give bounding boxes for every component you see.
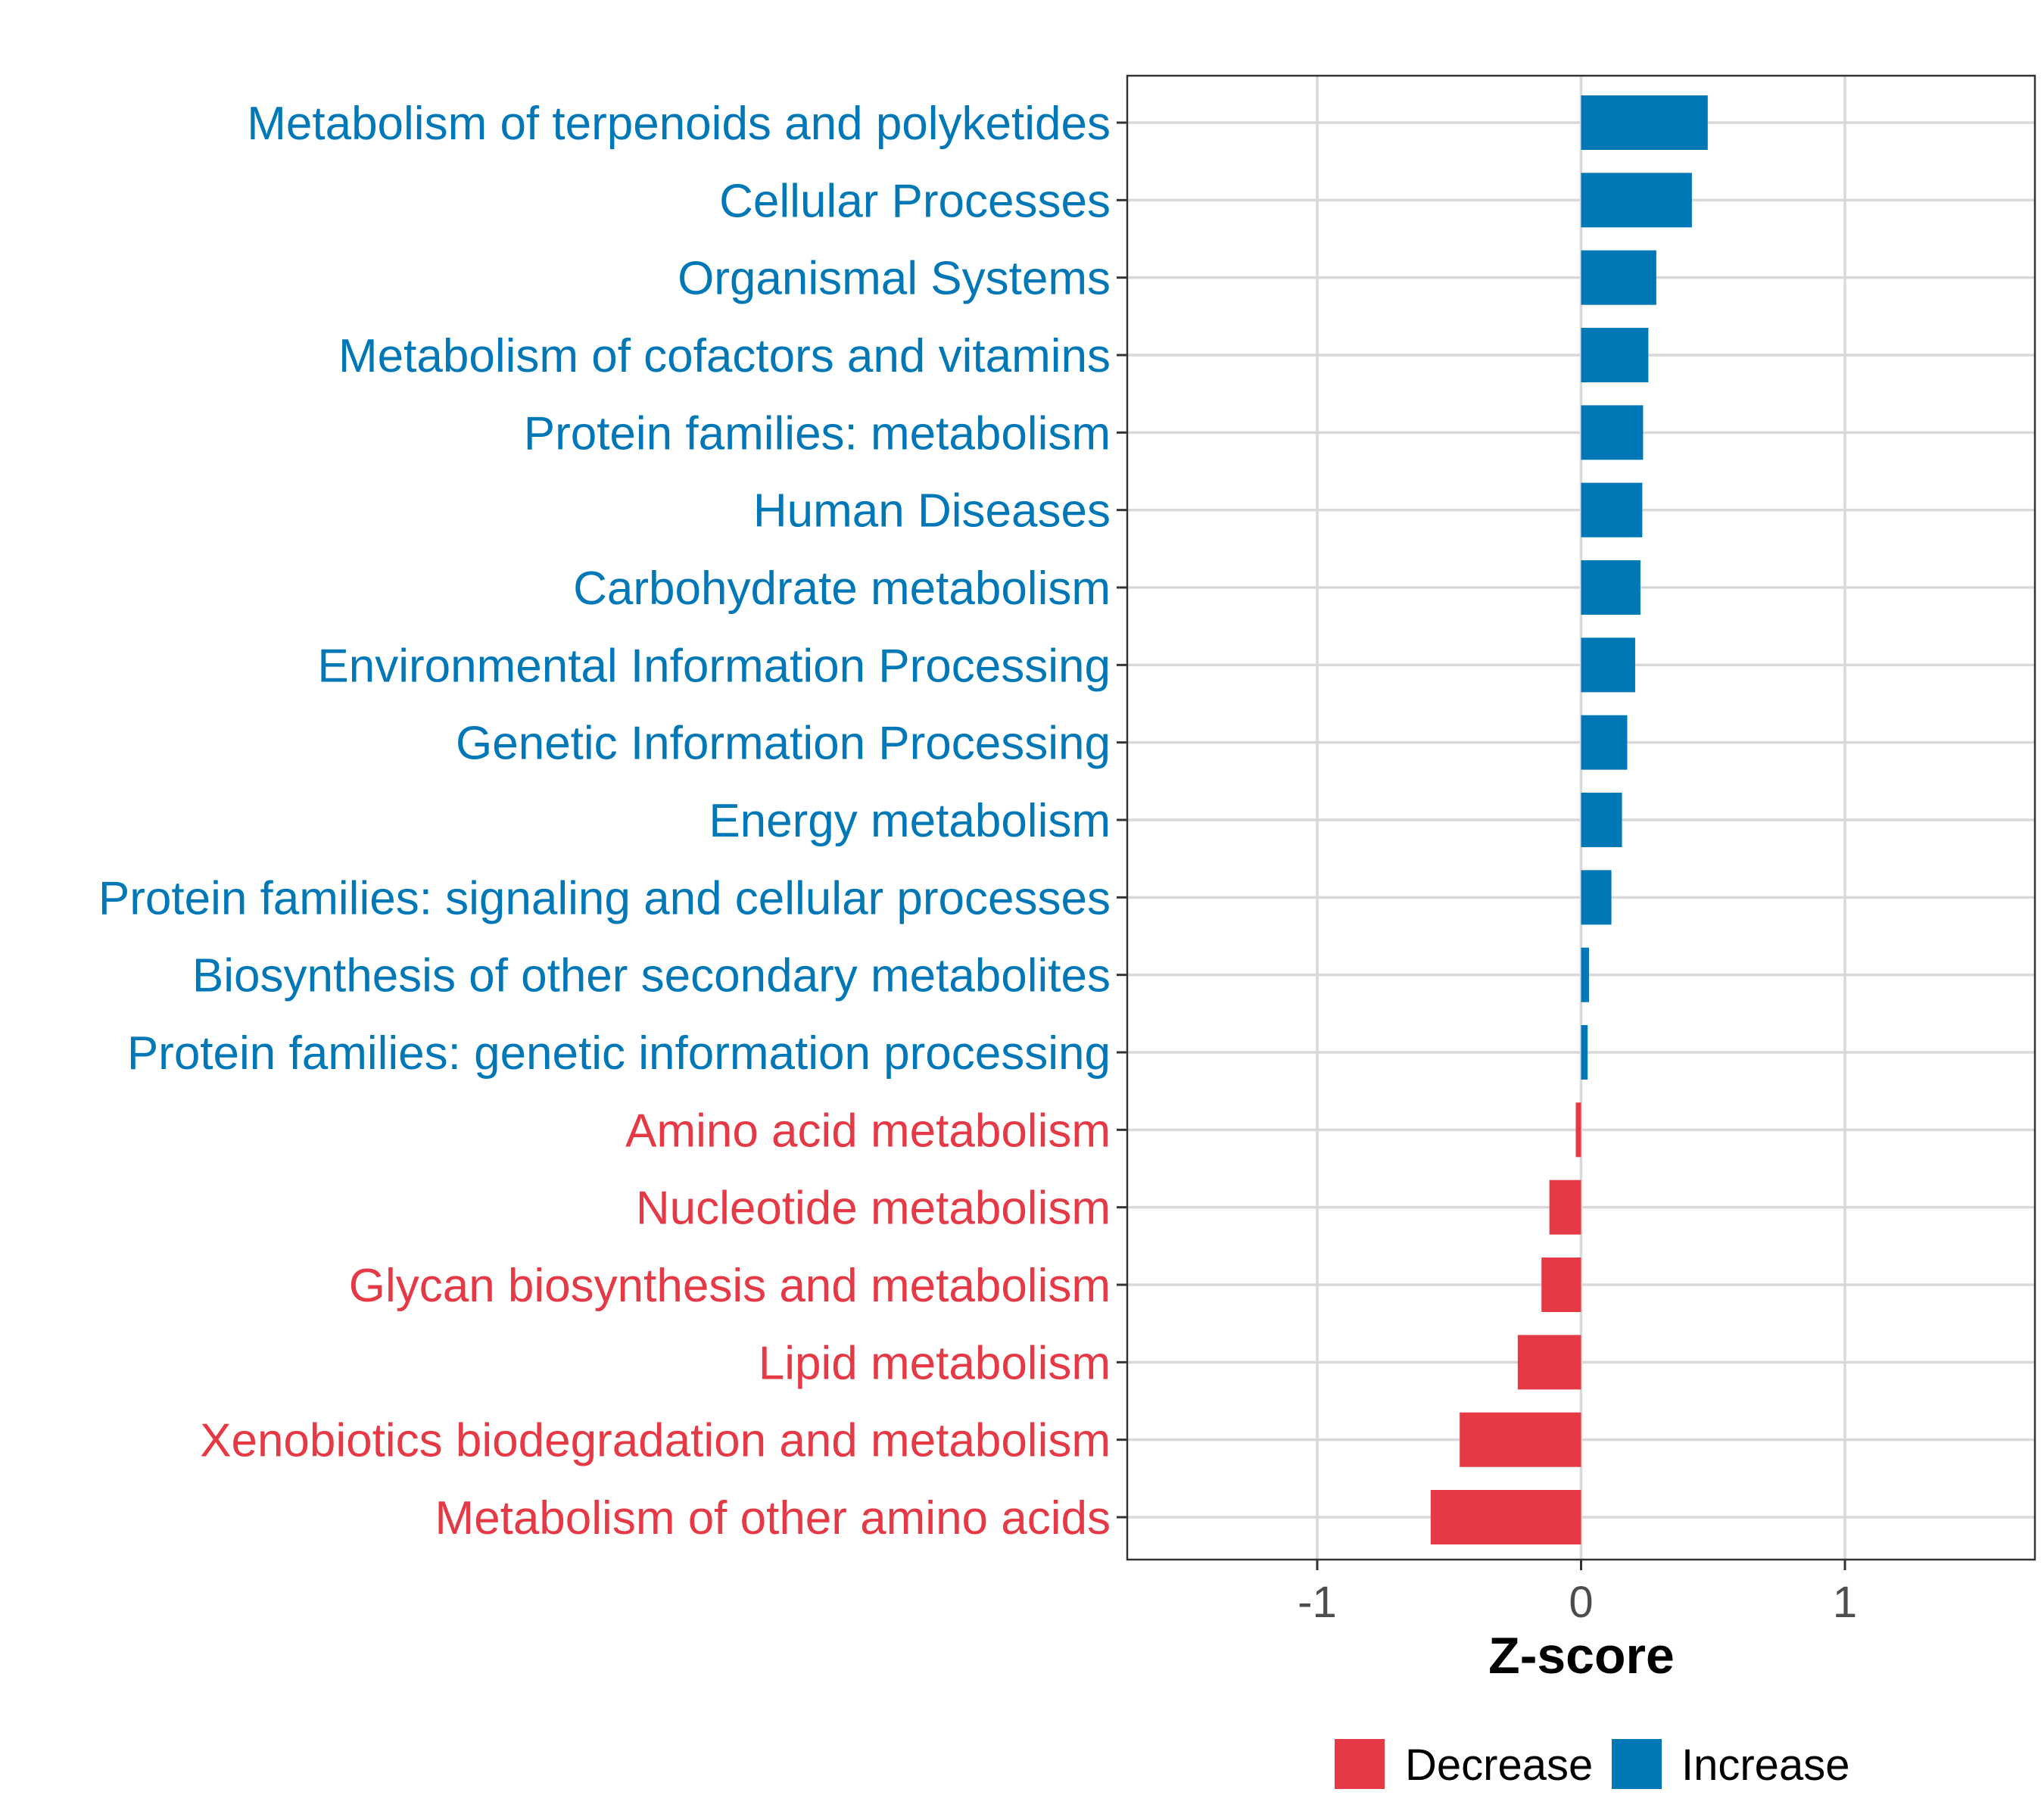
- category-label: Xenobiotics biodegradation and metabolis…: [200, 1415, 1111, 1467]
- category-label: Carbohydrate metabolism: [573, 563, 1111, 615]
- category-label: Lipid metabolism: [759, 1337, 1111, 1389]
- x-axis-title: Z-score: [1488, 1627, 1675, 1685]
- category-label: Cellular Processes: [719, 175, 1111, 227]
- bar-increase: [1581, 95, 1708, 150]
- y-axis-ticks: [1117, 121, 1127, 1519]
- category-label: Energy metabolism: [709, 795, 1111, 847]
- legend-swatch-decrease: [1335, 1739, 1385, 1789]
- x-tick-label: 0: [1569, 1578, 1593, 1627]
- bar-increase: [1581, 560, 1640, 615]
- y-axis-category-labels: Metabolism of terpenoids and polyketides…: [98, 98, 1111, 1544]
- bar-increase: [1581, 482, 1643, 538]
- category-label: Nucleotide metabolism: [636, 1183, 1111, 1235]
- x-tick-label: -1: [1298, 1578, 1337, 1627]
- bar-increase: [1581, 715, 1628, 770]
- bar-increase: [1581, 250, 1656, 305]
- x-tick-label: 1: [1833, 1578, 1857, 1627]
- category-label: Protein families: metabolism: [524, 407, 1111, 460]
- category-label: Organismal Systems: [678, 253, 1111, 305]
- legend-label-increase: Increase: [1681, 1741, 1849, 1790]
- category-label: Human Diseases: [753, 485, 1111, 538]
- category-label: Glycan biosynthesis and metabolism: [349, 1260, 1111, 1312]
- bar-decrease: [1549, 1180, 1581, 1235]
- legend-label-decrease: Decrease: [1405, 1741, 1593, 1790]
- bar-increase: [1581, 793, 1622, 847]
- x-axis-ticks: -1 0 1: [1298, 1560, 1857, 1627]
- category-label: Metabolism of terpenoids and polyketides: [247, 98, 1111, 150]
- category-label: Environmental Information Processing: [317, 640, 1111, 692]
- bar-increase: [1581, 173, 1692, 228]
- legend-swatch-increase: [1612, 1739, 1662, 1789]
- bar-increase: [1581, 1025, 1588, 1080]
- category-label: Biosynthesis of other secondary metaboli…: [192, 950, 1111, 1002]
- category-label: Metabolism of cofactors and vitamins: [338, 330, 1111, 382]
- bar-decrease: [1430, 1490, 1581, 1544]
- bar-decrease: [1541, 1258, 1581, 1312]
- bar-decrease: [1517, 1335, 1581, 1390]
- category-label: Genetic Information Processing: [456, 718, 1111, 770]
- bars: [1430, 95, 1708, 1544]
- category-label: Amino acid metabolism: [625, 1105, 1111, 1157]
- bar-increase: [1581, 328, 1649, 382]
- bar-decrease: [1575, 1102, 1581, 1158]
- bar-decrease: [1460, 1412, 1581, 1467]
- bar-increase: [1581, 870, 1612, 925]
- legend: Decrease Increase: [1335, 1739, 1849, 1790]
- category-label: Protein families: signaling and cellular…: [98, 872, 1111, 924]
- bar-increase: [1581, 405, 1644, 460]
- category-label: Metabolism of other amino acids: [435, 1492, 1111, 1544]
- bar-increase: [1581, 637, 1635, 693]
- category-label: Protein families: genetic information pr…: [127, 1027, 1111, 1080]
- bar-increase: [1581, 947, 1589, 1002]
